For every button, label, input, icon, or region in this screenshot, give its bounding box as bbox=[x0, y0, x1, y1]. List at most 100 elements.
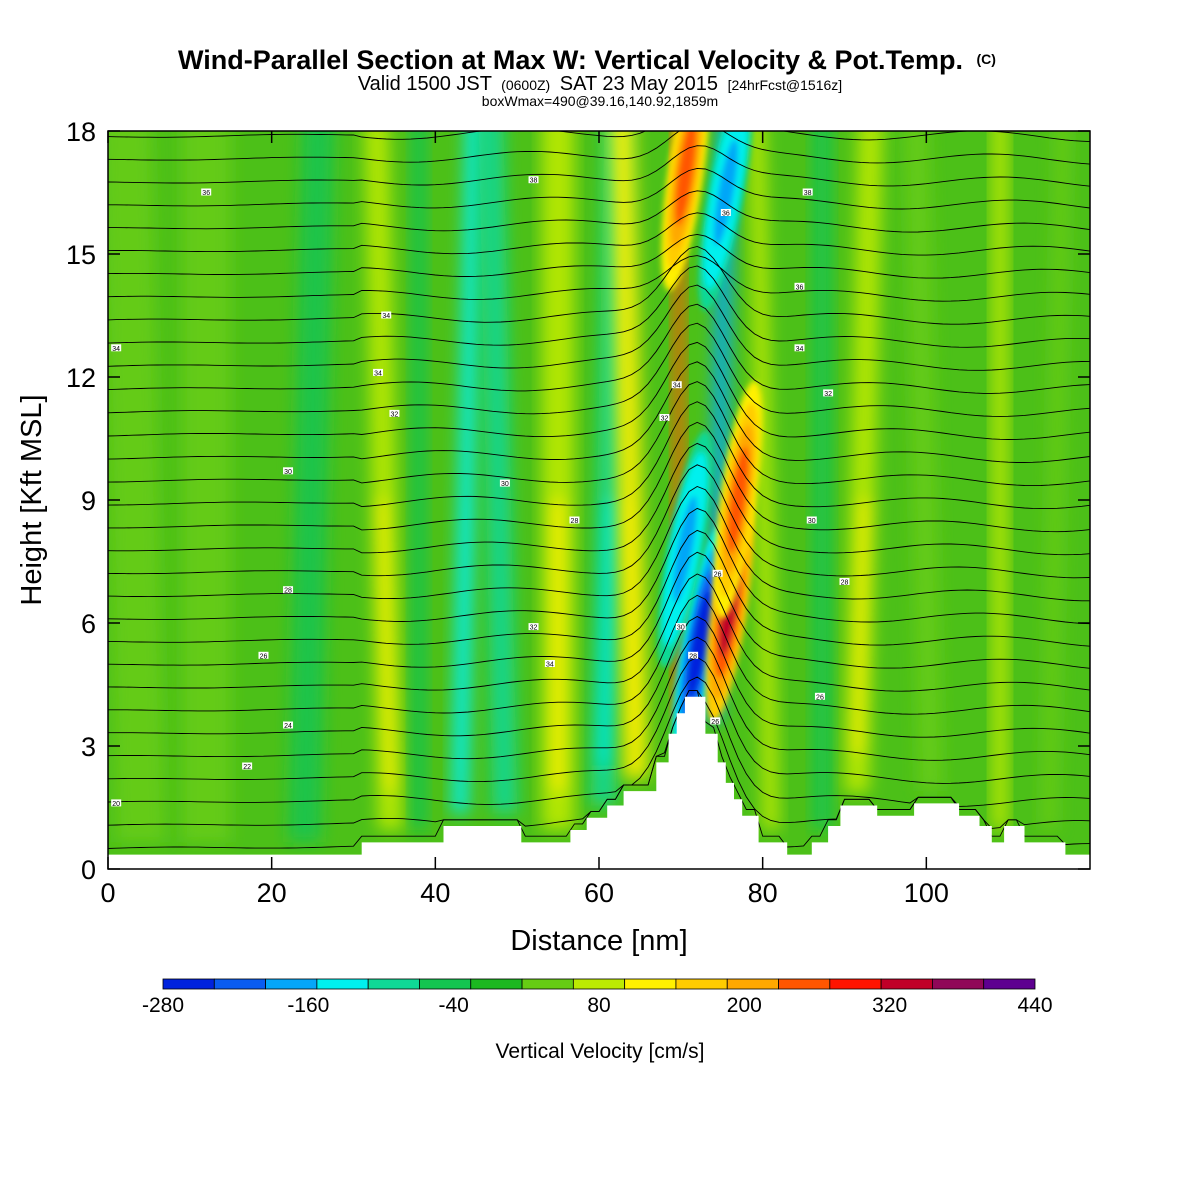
colorbar-label: 440 bbox=[1017, 994, 1052, 1017]
contour-label-bg bbox=[283, 586, 294, 594]
subtitle-date: SAT 23 May 2015 bbox=[560, 73, 718, 95]
chart-note: boxWmax=490@39.16,140.92,1859m bbox=[482, 93, 718, 109]
contour-label-bg bbox=[659, 414, 670, 421]
contour-label: 24 bbox=[284, 723, 292, 730]
theta-contour bbox=[108, 233, 1090, 279]
contour-label-bg bbox=[671, 381, 682, 389]
theta-contour bbox=[108, 421, 1090, 533]
chart-subtitle: Valid 1500 JST (0600Z) SAT 23 May 2015 [… bbox=[358, 73, 842, 95]
velocity-band bbox=[288, 131, 335, 843]
contour-label: 32 bbox=[661, 416, 669, 423]
contour-label-bg bbox=[111, 344, 122, 352]
x-axis: 0 20 40 60 80 100 bbox=[100, 131, 949, 908]
contour-label: 30 bbox=[677, 625, 685, 632]
colorbar-label: -160 bbox=[287, 994, 329, 1017]
contour-label-bg bbox=[688, 651, 699, 659]
velocity-band bbox=[479, 131, 518, 814]
x-tick-label: 80 bbox=[748, 878, 778, 908]
theta-contour bbox=[108, 507, 1090, 625]
contour-label-bg bbox=[814, 692, 825, 700]
colorbar-swatch bbox=[470, 978, 523, 990]
velocity-band bbox=[811, 131, 833, 831]
theta-contour bbox=[108, 265, 1090, 348]
theta-contour bbox=[108, 485, 1090, 602]
velocity-band bbox=[844, 131, 883, 794]
contour-label: 28 bbox=[571, 518, 579, 525]
colorbar: -280 -160 -40 80 200 320 440 bbox=[142, 978, 1053, 1017]
contour-label: 26 bbox=[816, 694, 824, 701]
colorbar-label: 200 bbox=[727, 994, 762, 1017]
colorbar-swatch bbox=[983, 978, 1036, 990]
theta-contour bbox=[108, 167, 1090, 210]
theta-contour bbox=[108, 190, 1090, 233]
colorbar-swatch bbox=[367, 978, 420, 990]
y-tick-label: 6 bbox=[81, 609, 96, 639]
contour-label-bg bbox=[794, 282, 805, 290]
chart-title: Wind-Parallel Section at Max W: Vertical… bbox=[178, 45, 996, 75]
contour-label: 28 bbox=[841, 580, 849, 587]
theta-contour bbox=[108, 341, 1090, 440]
theta-contour bbox=[108, 284, 1090, 371]
contour-label-bg bbox=[528, 623, 539, 631]
theta-contour bbox=[108, 656, 1090, 784]
contour-label: 38 bbox=[804, 190, 812, 197]
theta-contour bbox=[108, 573, 1090, 692]
colorbar-swatch bbox=[521, 978, 574, 990]
subtitle-utc: (0600Z) bbox=[501, 77, 550, 93]
contour-label: 30 bbox=[808, 518, 816, 525]
colorbar-swatch bbox=[213, 978, 266, 990]
contour-label: 34 bbox=[546, 662, 554, 669]
contour-label-bg bbox=[201, 188, 212, 196]
theta-contour bbox=[108, 401, 1090, 510]
y-tick-label: 9 bbox=[81, 486, 96, 516]
contour-label: 28 bbox=[284, 588, 292, 595]
colorbar-title: Vertical Velocity [cm/s] bbox=[496, 1040, 705, 1063]
velocity-band bbox=[749, 131, 780, 831]
contour-label-bg bbox=[720, 209, 731, 216]
terrain-mask bbox=[108, 696, 1090, 869]
contour-label: 34 bbox=[382, 313, 390, 320]
velocity-band bbox=[991, 131, 1009, 831]
contour-label-bg bbox=[389, 409, 400, 417]
subtitle-forecast: [24hrFcst@1516z] bbox=[728, 77, 843, 93]
velocity-band bbox=[451, 131, 482, 814]
theta-contour bbox=[108, 381, 1090, 487]
colorbar-swatch bbox=[829, 978, 882, 990]
contour-label: 36 bbox=[796, 284, 804, 291]
colorbar-swatch bbox=[880, 978, 933, 990]
colorbar-label: 80 bbox=[587, 994, 610, 1017]
x-tick-label: 20 bbox=[257, 878, 287, 908]
colorbar-swatch bbox=[726, 978, 779, 990]
contour-label: 34 bbox=[374, 370, 382, 377]
theta-contour bbox=[108, 255, 1090, 302]
velocity-band bbox=[181, 131, 231, 843]
y-tick-label: 12 bbox=[66, 363, 96, 393]
contour-label-bg bbox=[544, 660, 555, 667]
velocity-band bbox=[541, 131, 575, 831]
contour-label: 34 bbox=[673, 383, 681, 390]
contour-label: 22 bbox=[243, 764, 251, 771]
contour-label: 26 bbox=[260, 653, 268, 660]
colorbar-swatch bbox=[778, 978, 831, 990]
y-axis-title: Height [Kft MSL] bbox=[16, 394, 48, 605]
colorbar-label: -40 bbox=[438, 994, 468, 1017]
colorbar-label: -280 bbox=[142, 994, 184, 1017]
velocity-bands bbox=[108, 131, 1071, 843]
contour-label-bg bbox=[802, 188, 813, 196]
contour-label: 26 bbox=[714, 571, 722, 578]
contour-label: 30 bbox=[284, 469, 292, 476]
contour-label-bg bbox=[258, 651, 269, 659]
colorbar-swatch bbox=[675, 978, 728, 990]
theta-contour bbox=[108, 212, 1090, 256]
theta-contour bbox=[108, 615, 1090, 738]
contour-label-bg bbox=[839, 578, 850, 585]
colorbar-swatch bbox=[265, 978, 318, 990]
contour-label: 28 bbox=[689, 653, 697, 660]
x-tick-label: 100 bbox=[904, 878, 949, 908]
contour-label-bg bbox=[499, 479, 510, 487]
colorbar-swatch bbox=[316, 978, 369, 990]
contour-label: 38 bbox=[530, 178, 538, 185]
theta-contour bbox=[108, 361, 1090, 463]
contour-labels: 36 34 34 34 32 30 30 28 28 26 24 22 20 32 34 38 34 32 30 28… bbox=[111, 176, 850, 808]
